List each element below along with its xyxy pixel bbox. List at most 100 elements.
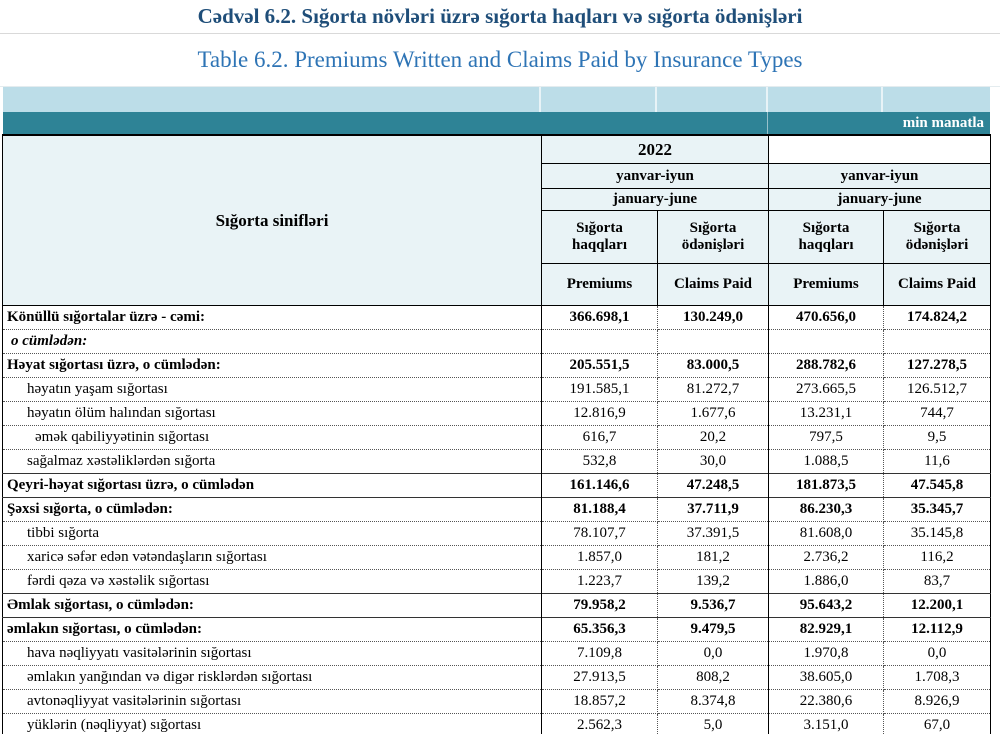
value-cell: 161.146,6 xyxy=(541,473,658,498)
table-row: sağalmaz xəstəliklərdən sığorta 532,8 30,0… xyxy=(2,449,991,474)
band-segment xyxy=(541,87,657,112)
column-header-premiums-az: Sığorta haqqları xyxy=(768,210,884,264)
column-header-classes: Sığorta sinifləri xyxy=(2,134,542,306)
page-subtitle: Table 6.2. Premiums Written and Claims P… xyxy=(0,34,1000,87)
table-row: Həyat sığortası üzrə, o cümlədən: 205.551… xyxy=(2,353,991,378)
value-cell: 9.479,5 xyxy=(657,617,769,642)
value-cell: 38.605,0 xyxy=(768,665,884,690)
value-cell: 1.886,0 xyxy=(768,569,884,594)
band-segment xyxy=(3,112,768,134)
table-row: həyatın ölüm halından sığortası 12.816,9 1… xyxy=(2,401,991,426)
row-label: həyatın yaşam sığortası xyxy=(2,377,542,402)
table-row: əmək qabiliyyətinin sığortası 616,7 20,2 79… xyxy=(2,425,991,450)
table-row: Könüllü sığortalar üzrə - cəmi: 366.698,1… xyxy=(2,305,991,330)
row-label: Könüllü sığortalar üzrə - cəmi: xyxy=(2,305,542,330)
unit-label: min manatla xyxy=(902,115,984,131)
value-cell: 18.857,2 xyxy=(541,689,658,714)
table-row: avtonəqliyyat vasitələrinin sığortası 18.… xyxy=(2,689,991,714)
period-az-left: yanvar-iyun xyxy=(541,163,769,189)
value-cell: 95.643,2 xyxy=(768,593,884,618)
value-cell: 181.873,5 xyxy=(768,473,884,498)
value-cell: 616,7 xyxy=(541,425,658,450)
value-cell: 127.278,5 xyxy=(883,353,991,378)
unit-band: min manatla xyxy=(3,112,990,134)
value-cell: 20,2 xyxy=(657,425,769,450)
table-row: hava nəqliyyatı vasitələrinin sığortası 7… xyxy=(2,641,991,666)
value-cell: 130.249,0 xyxy=(657,305,769,330)
value-cell: 86.230,3 xyxy=(768,497,884,522)
row-label: həyatın ölüm halından sığortası xyxy=(2,401,542,426)
value-cell: 116,2 xyxy=(883,545,991,570)
value-cell: 81.608,0 xyxy=(768,521,884,546)
table-row: həyatın yaşam sığortası 191.585,1 81.272,7… xyxy=(2,377,991,402)
column-header-premiums-en: Premiums xyxy=(541,263,658,306)
value-cell: 5,0 xyxy=(657,713,769,734)
value-cell xyxy=(541,329,658,354)
value-cell: 139,2 xyxy=(657,569,769,594)
value-cell: 181,2 xyxy=(657,545,769,570)
row-label: yüklərin (nəqliyyat) sığortası xyxy=(2,713,542,734)
value-cell: 126.512,7 xyxy=(883,377,991,402)
value-cell: 78.107,7 xyxy=(541,521,658,546)
value-cell: 12.816,9 xyxy=(541,401,658,426)
table-row: Əmlak sığortası, o cümlədən: 79.958,2 9.53… xyxy=(2,593,991,618)
column-header-premiums-en: Premiums xyxy=(768,263,884,306)
value-cell: 37.711,9 xyxy=(657,497,769,522)
value-cell: 37.391,5 xyxy=(657,521,769,546)
table-row: fərdi qəza və xəstəlik sığortası 1.223,7 1… xyxy=(2,569,991,594)
row-label: avtonəqliyyat vasitələrinin sığortası xyxy=(2,689,542,714)
value-cell: 83,7 xyxy=(883,569,991,594)
value-cell: 1.677,6 xyxy=(657,401,769,426)
table-row: Qeyri-həyat sığortası üzrə, o cümlədən 16… xyxy=(2,473,991,498)
value-cell: 1.223,7 xyxy=(541,569,658,594)
row-label: Şəxsi sığorta, o cümlədən: xyxy=(2,497,542,522)
value-cell: 7.109,8 xyxy=(541,641,658,666)
value-cell: 67,0 xyxy=(883,713,991,734)
value-cell: 1.088,5 xyxy=(768,449,884,474)
row-label: o cümlədən: xyxy=(2,329,542,354)
value-cell: 174.824,2 xyxy=(883,305,991,330)
page-title: Cədvəl 6.2. Sığorta növləri üzrə sığorta… xyxy=(0,0,1000,34)
column-header-claims-az: Sığorta ödənişləri xyxy=(883,210,991,264)
value-cell xyxy=(883,329,991,354)
row-label: Əmlak sığortası, o cümlədən: xyxy=(2,593,542,618)
value-cell: 2.736,2 xyxy=(768,545,884,570)
value-cell: 273.665,5 xyxy=(768,377,884,402)
table-row: xaricə səfər edən vətəndaşların sığortas… xyxy=(2,545,991,570)
year-header-blank xyxy=(768,135,991,164)
value-cell: 2.562,3 xyxy=(541,713,658,734)
value-cell: 1.970,8 xyxy=(768,641,884,666)
table-header: Sığorta sinifləri 2022 yanvar-iyun yanva… xyxy=(2,134,991,306)
year-header-2022: 2022 xyxy=(541,134,769,164)
value-cell: 22.380,6 xyxy=(768,689,884,714)
row-label: əmlakın sığortası, o cümlədən: xyxy=(2,617,542,642)
value-cell: 532,8 xyxy=(541,449,658,474)
value-cell: 9.536,7 xyxy=(657,593,769,618)
value-cell: 35.145,8 xyxy=(883,521,991,546)
value-cell xyxy=(657,329,769,354)
row-label: Həyat sığortası üzrə, o cümlədən: xyxy=(2,353,542,378)
period-en-right: january-june xyxy=(768,188,991,211)
value-cell: 81.188,4 xyxy=(541,497,658,522)
value-cell: 808,2 xyxy=(657,665,769,690)
table-body: Könüllü sığortalar üzrə - cəmi: 366.698,1… xyxy=(2,305,991,734)
value-cell: 12.200,1 xyxy=(883,593,991,618)
value-cell: 744,7 xyxy=(883,401,991,426)
value-cell: 79.958,2 xyxy=(541,593,658,618)
value-cell: 9,5 xyxy=(883,425,991,450)
value-cell: 12.112,9 xyxy=(883,617,991,642)
table-row: əmlakın yanğından və digər risklərdən sı… xyxy=(2,665,991,690)
value-cell: 65.356,3 xyxy=(541,617,658,642)
value-cell: 1.708,3 xyxy=(883,665,991,690)
row-label: tibbi sığorta xyxy=(2,521,542,546)
value-cell: 470.656,0 xyxy=(768,305,884,330)
value-cell: 288.782,6 xyxy=(768,353,884,378)
column-header-premiums-az: Sığorta haqqları xyxy=(541,210,658,264)
value-cell: 47.248,5 xyxy=(657,473,769,498)
value-cell: 797,5 xyxy=(768,425,884,450)
row-label: fərdi qəza və xəstəlik sığortası xyxy=(2,569,542,594)
value-cell: 35.345,7 xyxy=(883,497,991,522)
band-segment xyxy=(768,87,883,112)
insurance-table: Sığorta sinifləri 2022 yanvar-iyun yanva… xyxy=(2,134,991,734)
